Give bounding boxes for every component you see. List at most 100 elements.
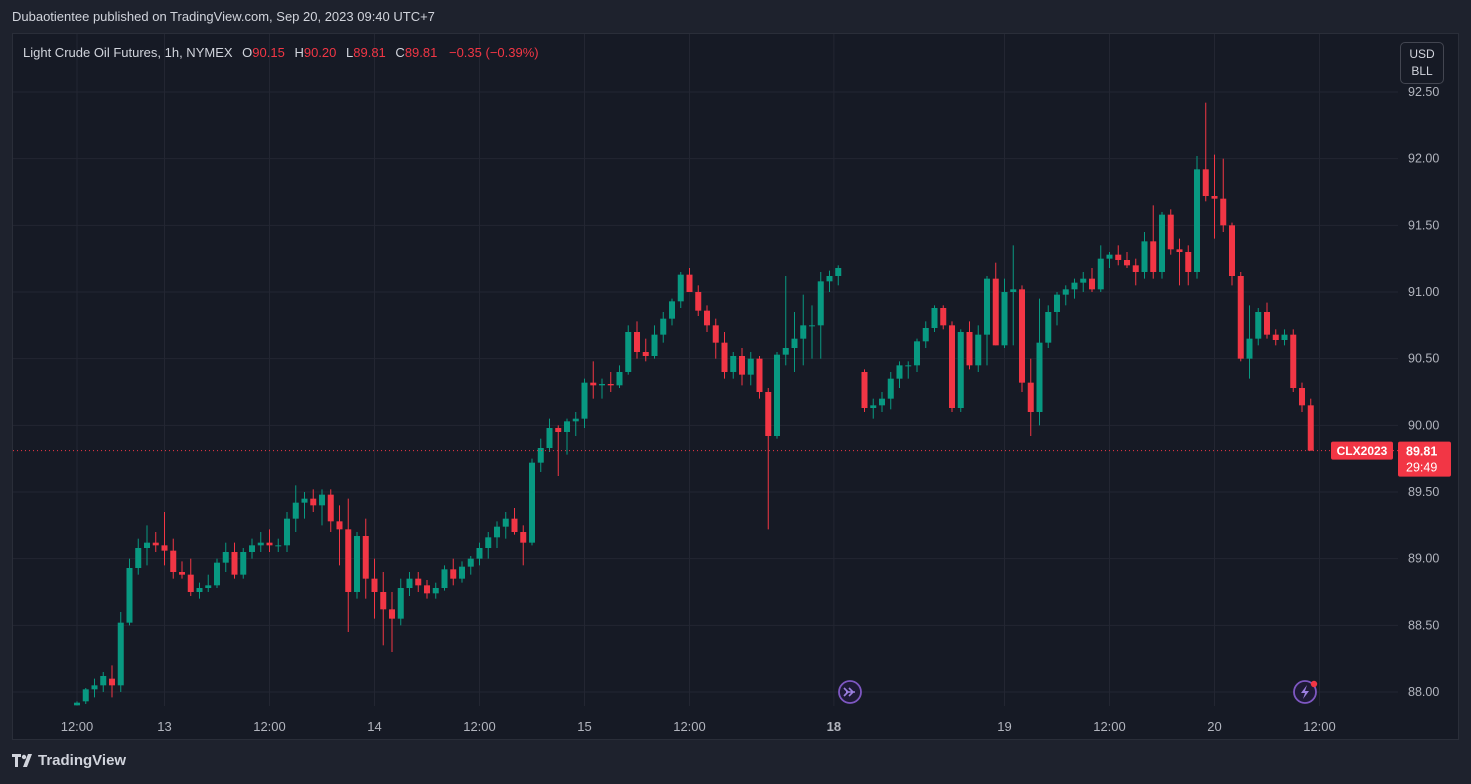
y-tick-label: 90.50 bbox=[1408, 352, 1439, 366]
candle-body bbox=[774, 354, 780, 436]
alert-badge-dot bbox=[1310, 680, 1318, 688]
candle-body bbox=[520, 532, 527, 543]
candle-body bbox=[292, 502, 299, 519]
symbol-name: Light Crude Oil Futures, 1h, NYMEX bbox=[23, 45, 233, 60]
candle-body bbox=[1097, 258, 1104, 290]
chart-panel[interactable]: 88.00 88.50 89.00 89.50 90.00 90.50 91.00 91.50… bbox=[12, 33, 1459, 740]
symbol-tag-label: CLX2023 bbox=[1337, 444, 1388, 458]
low-value: 89.81 bbox=[353, 45, 386, 60]
candle-body bbox=[485, 537, 492, 548]
candle-body bbox=[914, 341, 920, 366]
x-tick-label: 12:00 bbox=[61, 719, 94, 734]
candle-body bbox=[984, 278, 990, 335]
candle-body bbox=[1124, 260, 1130, 266]
candle-body bbox=[817, 281, 824, 326]
candle-body bbox=[870, 405, 877, 408]
candle-body bbox=[1010, 289, 1017, 292]
candle-body bbox=[1299, 388, 1305, 406]
candle-body bbox=[1071, 282, 1078, 290]
candle-body bbox=[1255, 312, 1262, 339]
candle-body bbox=[949, 325, 955, 408]
x-tick-label: 20 bbox=[1207, 719, 1221, 734]
candle-body bbox=[607, 384, 614, 386]
candle-body bbox=[231, 552, 238, 575]
candle-body bbox=[310, 498, 317, 506]
candle-body bbox=[424, 585, 430, 594]
candle-body bbox=[537, 448, 544, 463]
price-tag-value: 89.81 bbox=[1406, 445, 1437, 459]
candle-body bbox=[1176, 249, 1183, 252]
y-tick-label: 92.00 bbox=[1408, 152, 1439, 166]
candle-body bbox=[966, 332, 973, 366]
candle-body bbox=[686, 274, 693, 292]
candle-body bbox=[450, 569, 457, 579]
fast-forward-glyph bbox=[843, 687, 855, 697]
candle-body bbox=[625, 332, 632, 372]
x-tick-label: 19 bbox=[997, 719, 1011, 734]
candle-body bbox=[695, 292, 702, 311]
candle-body bbox=[1167, 214, 1174, 250]
candle-body bbox=[826, 276, 833, 282]
candle-body bbox=[117, 622, 124, 686]
candle-body bbox=[704, 310, 710, 326]
candle-body bbox=[756, 358, 763, 392]
candle-body bbox=[712, 325, 719, 343]
candle-body bbox=[581, 382, 588, 419]
candle-body bbox=[809, 325, 815, 327]
candle-body bbox=[179, 572, 185, 575]
candle-body bbox=[529, 462, 535, 543]
y-tick-label: 90.00 bbox=[1408, 418, 1439, 432]
candle-body bbox=[214, 562, 220, 586]
candle-body bbox=[494, 526, 500, 538]
candle-body bbox=[467, 558, 474, 567]
candle-body bbox=[730, 356, 737, 372]
candle-body bbox=[677, 274, 684, 302]
currency-label: USD bbox=[1409, 47, 1435, 61]
candle-body bbox=[616, 372, 623, 386]
candle-body bbox=[415, 578, 422, 586]
tradingview-footer-logo[interactable]: TradingView bbox=[12, 752, 126, 769]
symbol-tag bbox=[1331, 441, 1393, 460]
candle-body bbox=[100, 676, 107, 686]
x-tick-label: 12:00 bbox=[1303, 719, 1336, 734]
candle-body bbox=[651, 334, 658, 356]
change-value: −0.35 (−0.39%) bbox=[448, 45, 539, 60]
candle-body bbox=[1229, 225, 1235, 276]
currency-unit-button[interactable]: USD BLL bbox=[1400, 42, 1444, 84]
candle-body bbox=[441, 569, 448, 588]
candle-body bbox=[301, 498, 308, 503]
candle-body bbox=[170, 550, 177, 572]
candle-body bbox=[319, 494, 325, 506]
candle-body bbox=[354, 536, 360, 592]
candle-body bbox=[669, 301, 675, 319]
candle-body bbox=[257, 542, 264, 546]
candle-body bbox=[940, 308, 947, 326]
candle-body bbox=[931, 308, 938, 328]
candle-body bbox=[1080, 278, 1087, 283]
candle-body bbox=[1202, 169, 1209, 196]
x-tick-label: 12:00 bbox=[463, 719, 496, 734]
candle-body bbox=[660, 318, 667, 335]
x-tick-label: 12:00 bbox=[253, 719, 286, 734]
candle-body bbox=[800, 325, 807, 339]
candle-body bbox=[1159, 214, 1165, 272]
candlestick-chart[interactable]: 88.00 88.50 89.00 89.50 90.00 90.50 91.00 91.50… bbox=[13, 34, 1459, 740]
lightning-glyph bbox=[1301, 685, 1309, 699]
candle-body bbox=[327, 494, 334, 522]
candle-body bbox=[765, 392, 772, 436]
candle-body bbox=[397, 588, 404, 619]
candle-body bbox=[362, 536, 369, 579]
candle-body bbox=[74, 702, 80, 706]
candle-body bbox=[284, 518, 290, 546]
candle-body bbox=[896, 365, 903, 379]
y-tick-label: 88.50 bbox=[1408, 618, 1439, 632]
candle-body bbox=[555, 428, 562, 432]
candle-body bbox=[1001, 292, 1008, 346]
candle-body bbox=[1089, 278, 1095, 290]
candle-body bbox=[879, 398, 885, 406]
candle-body bbox=[1211, 196, 1218, 199]
y-tick-label: 91.50 bbox=[1408, 218, 1439, 232]
low-label: L bbox=[346, 45, 354, 60]
close-value: 89.81 bbox=[404, 45, 438, 60]
candle-body bbox=[222, 552, 229, 563]
